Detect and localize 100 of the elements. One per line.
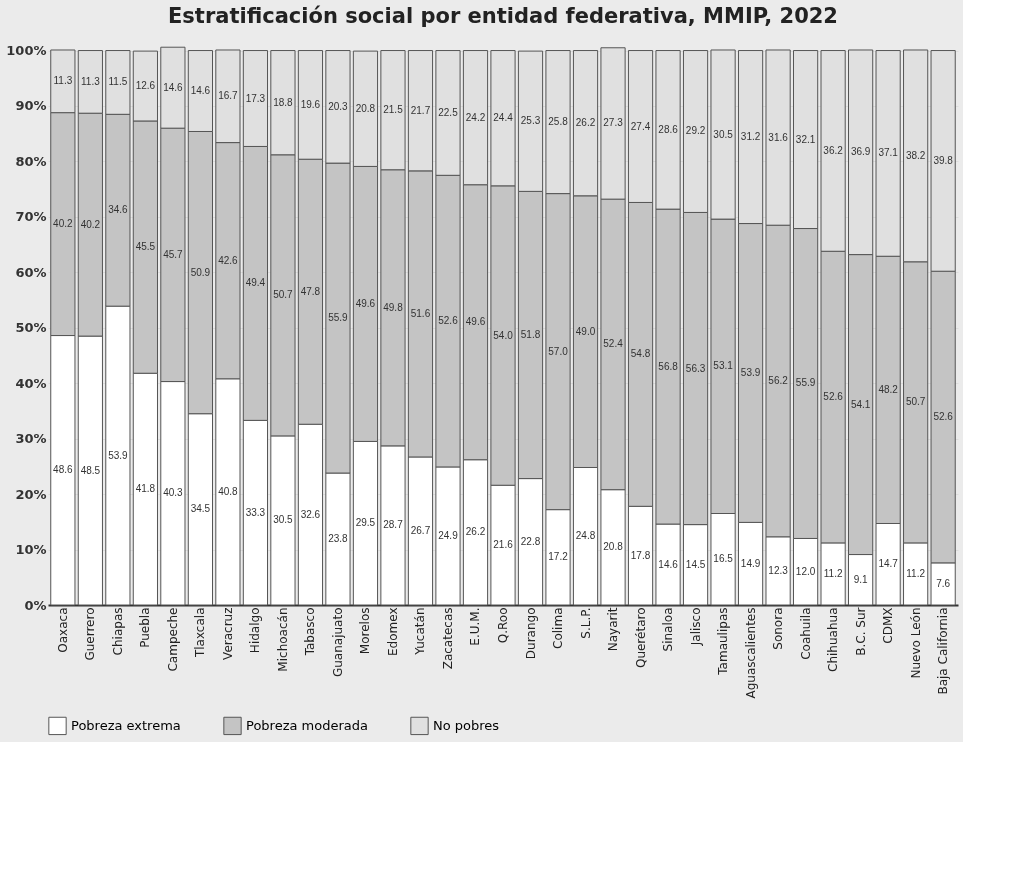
data-label: 17.8 bbox=[630, 549, 651, 561]
data-label: 33.3 bbox=[245, 506, 266, 518]
data-label: 12.6 bbox=[135, 80, 156, 92]
data-label: 54.8 bbox=[630, 348, 651, 360]
x-tick-label: Tabasco bbox=[303, 607, 318, 657]
data-label: 52.4 bbox=[603, 338, 624, 350]
data-label: 11.3 bbox=[53, 75, 73, 87]
data-label: 17.3 bbox=[245, 92, 266, 104]
data-label: 29.5 bbox=[355, 517, 376, 529]
data-label: 32.6 bbox=[300, 508, 321, 520]
data-label: 11.2 bbox=[823, 567, 843, 579]
x-tick-label: Hidalgo bbox=[248, 607, 263, 654]
x-tick-label: Colima bbox=[551, 607, 566, 649]
data-label: 11.5 bbox=[108, 76, 128, 88]
data-label: 56.3 bbox=[685, 362, 706, 374]
legend-label: Pobreza moderada bbox=[246, 717, 368, 733]
data-label: 14.6 bbox=[658, 558, 679, 570]
x-tick-label: Morelos bbox=[358, 607, 373, 655]
data-label: 37.1 bbox=[878, 147, 899, 159]
x-tick-label: Oaxaca bbox=[55, 607, 70, 653]
data-label: 41.8 bbox=[135, 483, 156, 495]
data-label: 20.8 bbox=[603, 541, 624, 553]
x-tick-label: Nayarit bbox=[606, 607, 621, 652]
x-tick-label: S.L.P. bbox=[578, 607, 593, 639]
x-tick-label: CDMX bbox=[881, 607, 896, 644]
data-label: 56.2 bbox=[768, 375, 789, 386]
x-tick-label: Michoacán bbox=[275, 607, 290, 672]
x-tick-label: Campeche bbox=[165, 607, 180, 672]
data-label: 45.5 bbox=[135, 241, 156, 253]
data-label: 29.2 bbox=[685, 125, 706, 137]
data-label: 12.3 bbox=[768, 564, 789, 576]
data-label: 53.1 bbox=[713, 360, 734, 372]
data-label: 55.9 bbox=[795, 377, 816, 389]
data-label: 40.2 bbox=[53, 218, 74, 230]
data-label: 53.9 bbox=[108, 449, 129, 461]
x-tick-label: Tlaxcala bbox=[193, 607, 208, 659]
data-label: 14.6 bbox=[163, 81, 184, 93]
x-tick-label: Puebla bbox=[138, 607, 153, 648]
data-label: 55.9 bbox=[328, 312, 349, 324]
x-tick-label: Guanajuato bbox=[330, 607, 345, 678]
x-tick-label: Q.Roo bbox=[496, 607, 510, 644]
y-tick-label: 10% bbox=[15, 542, 47, 558]
data-label: 31.2 bbox=[740, 131, 761, 143]
data-label: 50.9 bbox=[190, 266, 211, 278]
x-tick-label: Nuevo León bbox=[908, 607, 923, 679]
data-label: 38.2 bbox=[905, 149, 926, 161]
chart-title: Estratificación social por entidad federativa, MMIP, 2022 bbox=[168, 3, 838, 28]
x-tick-label: Aguascalientes bbox=[743, 607, 758, 699]
data-label: 11.2 bbox=[906, 567, 926, 579]
data-label: 9.1 bbox=[853, 573, 868, 585]
x-tick-label: Baja California bbox=[936, 607, 951, 695]
data-label: 11.3 bbox=[81, 75, 101, 87]
y-tick-label: 60% bbox=[15, 264, 47, 280]
data-label: 12.0 bbox=[795, 565, 816, 577]
data-label: 24.8 bbox=[575, 530, 596, 542]
data-label: 54.1 bbox=[850, 398, 871, 410]
data-label: 51.8 bbox=[520, 328, 541, 340]
data-label: 27.4 bbox=[630, 120, 651, 132]
data-label: 49.4 bbox=[245, 277, 266, 289]
data-label: 48.5 bbox=[80, 464, 101, 476]
data-label: 30.5 bbox=[273, 514, 294, 526]
y-tick-label: 80% bbox=[15, 153, 47, 169]
data-label: 50.7 bbox=[273, 289, 294, 301]
data-label: 17.2 bbox=[548, 551, 569, 563]
data-label: 52.6 bbox=[823, 391, 844, 403]
data-label: 49.6 bbox=[465, 316, 486, 328]
x-tick-label: Yucatán bbox=[413, 607, 428, 656]
data-label: 47.8 bbox=[300, 285, 321, 297]
data-label: 36.2 bbox=[823, 144, 844, 156]
data-label: 40.2 bbox=[80, 218, 101, 230]
data-label: 20.8 bbox=[355, 102, 376, 114]
data-label: 25.8 bbox=[548, 116, 569, 128]
y-tick-label: 40% bbox=[15, 375, 47, 391]
x-tick-label: Edomex bbox=[385, 607, 400, 657]
data-label: 16.5 bbox=[713, 553, 734, 565]
data-label: 26.7 bbox=[410, 524, 431, 536]
data-label: 20.3 bbox=[328, 100, 349, 112]
data-label: 16.7 bbox=[218, 90, 239, 102]
x-tick-label: Veracruz bbox=[220, 607, 235, 660]
data-label: 28.6 bbox=[658, 123, 679, 135]
data-label: 31.6 bbox=[768, 131, 789, 143]
data-label: 14.9 bbox=[740, 557, 761, 569]
data-label: 52.6 bbox=[438, 315, 459, 327]
data-label: 36.9 bbox=[850, 146, 871, 158]
data-label: 54.0 bbox=[493, 329, 514, 341]
data-label: 49.6 bbox=[355, 297, 376, 309]
data-label: 30.5 bbox=[713, 128, 734, 140]
x-tick-label: E.U.M. bbox=[468, 607, 483, 646]
y-tick-label: 0% bbox=[24, 597, 47, 613]
y-tick-label: 90% bbox=[15, 98, 47, 114]
data-label: 32.1 bbox=[795, 133, 816, 145]
data-label: 28.7 bbox=[383, 519, 404, 531]
data-label: 21.6 bbox=[493, 539, 514, 551]
data-label: 18.8 bbox=[273, 96, 294, 108]
data-label: 56.8 bbox=[658, 360, 679, 372]
x-tick-label: Sinaloa bbox=[661, 607, 676, 652]
data-label: 42.6 bbox=[218, 254, 239, 266]
data-label: 23.8 bbox=[328, 533, 349, 545]
data-label: 51.6 bbox=[410, 307, 431, 319]
data-label: 34.5 bbox=[190, 503, 211, 515]
